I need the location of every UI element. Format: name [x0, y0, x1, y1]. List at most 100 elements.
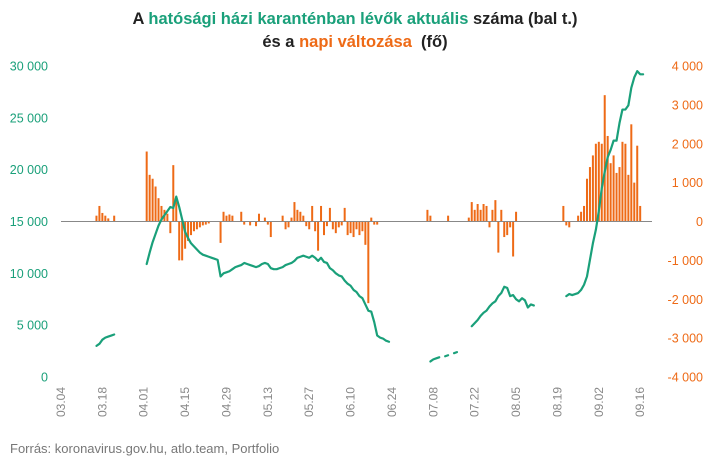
daily-change-bar — [488, 221, 491, 228]
quarantine-line — [95, 70, 645, 363]
daily-change-bar — [331, 221, 334, 230]
daily-change-bar — [175, 198, 178, 222]
daily-change-bar — [225, 215, 228, 222]
daily-change-bar — [192, 221, 195, 232]
x-axis-tick-label: 04.29 — [219, 387, 233, 417]
daily-change-bar — [201, 221, 204, 226]
x-axis-tick-label: 04.01 — [137, 387, 151, 417]
daily-change-bar — [630, 124, 633, 222]
x-axis-tick-label: 07.08 — [426, 387, 440, 417]
daily-change-bar — [370, 217, 373, 222]
chart-title-line1: A hatósági házi karanténban lévők aktuál… — [0, 8, 710, 31]
daily-change-bar — [148, 174, 151, 222]
left-axis-tick-label: 20 000 — [10, 163, 48, 177]
daily-change-bar — [612, 155, 615, 222]
daily-change-bar — [373, 221, 376, 225]
daily-change-bar — [154, 186, 157, 222]
daily-change-bar — [358, 221, 361, 236]
title-prefix-2: és a — [262, 33, 300, 51]
daily-change-bar — [222, 211, 225, 222]
daily-change-bar — [299, 211, 302, 222]
daily-change-bar — [325, 221, 328, 227]
daily-change-bar — [588, 167, 591, 222]
daily-change-bar — [98, 205, 101, 222]
daily-change-bar — [364, 221, 367, 245]
daily-change-bar — [255, 221, 258, 227]
quarantine-line-segment — [95, 333, 116, 347]
chart-title: A hatósági házi karanténban lévők aktuál… — [0, 8, 710, 54]
daily-change-bar — [104, 215, 107, 222]
daily-change-bar — [160, 205, 163, 222]
daily-change-bar — [157, 198, 160, 222]
daily-change-bar — [512, 221, 515, 257]
daily-change-bar — [287, 221, 290, 228]
daily-change-bar — [323, 221, 325, 236]
daily-change-bar — [240, 211, 243, 222]
daily-change-bar — [583, 205, 586, 222]
daily-change-bar — [320, 205, 323, 222]
right-axis-tick-label: -1 000 — [668, 254, 703, 268]
right-axis-tick-label: -2 000 — [668, 293, 703, 307]
x-axis-tick-label: 05.13 — [261, 387, 275, 417]
x-axis-tick-label: 09.02 — [592, 387, 606, 417]
right-axis-tick-label: 1 000 — [672, 176, 703, 190]
daily-change-bar — [429, 215, 432, 222]
daily-change-bar — [151, 178, 154, 222]
x-axis-tick-label: 07.22 — [468, 387, 482, 417]
daily-change-bar — [107, 218, 110, 222]
daily-change-bar — [204, 221, 207, 225]
daily-change-bar — [470, 202, 473, 222]
daily-change-bar — [231, 215, 234, 222]
title-series-daily-change: napi változása — [299, 33, 412, 51]
daily-change-bar — [145, 151, 148, 222]
daily-change-bar — [503, 221, 506, 238]
daily-change-bar — [263, 217, 266, 222]
daily-change-bar — [627, 174, 630, 222]
daily-change-bar — [509, 221, 512, 228]
daily-change-bar — [249, 221, 252, 226]
daily-change-bar — [184, 221, 187, 249]
quarantine-line-segment — [470, 285, 535, 328]
daily-change-bar — [606, 135, 609, 222]
daily-change-bar — [349, 221, 352, 234]
x-axis-tick-label: 05.27 — [302, 387, 316, 417]
daily-change-bars — [95, 95, 642, 304]
daily-change-bar — [367, 221, 370, 304]
daily-change-bar — [603, 95, 606, 222]
left-axis-tick-label: 10 000 — [10, 267, 48, 281]
daily-change-bar — [284, 221, 287, 230]
daily-change-bar — [621, 141, 624, 222]
x-axis-tick-label: 08.05 — [509, 387, 523, 417]
daily-change-bar — [491, 209, 494, 222]
daily-change-bar — [187, 221, 190, 241]
daily-change-bar — [296, 209, 299, 222]
daily-change-bar — [636, 145, 639, 222]
daily-change-bar — [618, 167, 621, 222]
daily-change-bar — [346, 221, 349, 236]
daily-change-bar — [257, 213, 260, 222]
daily-change-bar — [228, 214, 231, 222]
daily-change-bar — [633, 182, 636, 222]
right-axis-tick-label: 4 000 — [672, 60, 703, 74]
daily-change-bar — [334, 221, 337, 234]
daily-change-bar — [207, 221, 210, 224]
x-axis-ticks: 03.04 03.18 04.01 04.15 04.29 05.13 05.27 06.10… — [54, 387, 647, 417]
x-axis-tick-label: 06.10 — [344, 387, 358, 417]
right-axis-tick-label: 2 000 — [672, 137, 703, 151]
daily-change-bar — [166, 213, 169, 222]
daily-change-bar — [198, 221, 201, 228]
daily-change-bar — [352, 221, 355, 238]
daily-change-bar — [314, 221, 317, 232]
daily-change-bar — [615, 172, 618, 222]
x-axis-tick-label: 04.15 — [178, 387, 192, 417]
left-axis-ticks: 0 5 000 10 000 15 000 20 000 25 000 30 000 — [10, 60, 48, 385]
daily-change-bar — [479, 209, 482, 222]
x-axis-tick-label: 06.24 — [385, 387, 399, 417]
daily-change-bar — [169, 221, 172, 234]
daily-change-bar — [361, 221, 364, 232]
x-axis-tick-label: 03.18 — [95, 387, 109, 417]
title-prefix: A — [132, 10, 149, 28]
daily-change-bar — [337, 221, 340, 228]
daily-change-bar — [609, 163, 612, 222]
